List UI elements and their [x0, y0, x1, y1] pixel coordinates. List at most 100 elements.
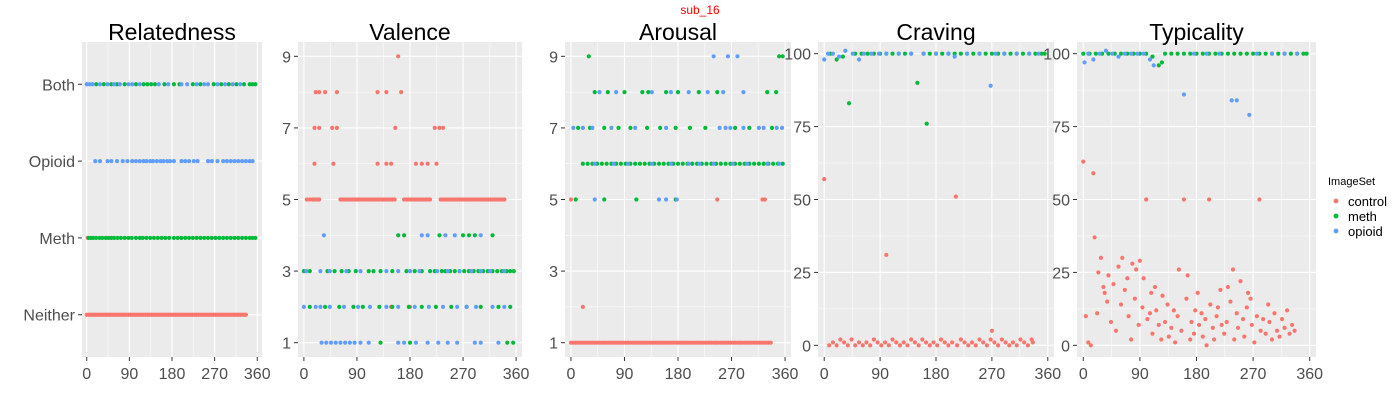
- data-point: [419, 161, 424, 166]
- data-point: [1010, 340, 1016, 345]
- data-point: [490, 304, 495, 309]
- data-point: [341, 304, 347, 309]
- data-point: [1137, 258, 1142, 263]
- x-tick-label: 180: [1183, 366, 1210, 383]
- data-point: [1081, 51, 1086, 56]
- data-point: [837, 54, 842, 59]
- data-point: [1230, 267, 1236, 272]
- data-point: [234, 82, 239, 87]
- data-point: [407, 268, 413, 274]
- data-point: [351, 304, 356, 309]
- data-point: [396, 268, 401, 274]
- data-point: [1159, 60, 1165, 65]
- series-opioid: [84, 82, 255, 164]
- data-point: [920, 337, 925, 342]
- data-point: [921, 51, 926, 56]
- data-point: [195, 158, 200, 164]
- data-point: [130, 158, 135, 164]
- data-point: [756, 125, 761, 131]
- data-point: [334, 90, 340, 95]
- data-point: [462, 268, 467, 274]
- data-point: [1171, 308, 1176, 313]
- data-point: [1200, 334, 1205, 339]
- data-point: [1295, 51, 1300, 56]
- data-point: [618, 161, 624, 166]
- data-point: [205, 82, 211, 87]
- data-point: [1208, 302, 1213, 307]
- y-tick-label: Neither: [23, 308, 75, 325]
- data-point: [230, 82, 235, 87]
- data-point: [664, 125, 669, 131]
- y-tick-label: 75: [793, 120, 811, 137]
- data-point: [571, 125, 576, 131]
- x-tick-label: 270: [1240, 366, 1267, 383]
- data-point: [984, 343, 990, 348]
- data-point: [705, 90, 710, 95]
- data-point: [317, 197, 322, 202]
- data-point: [614, 90, 619, 95]
- data-point: [1284, 308, 1290, 313]
- data-point: [1081, 159, 1086, 164]
- data-point: [226, 82, 231, 87]
- data-point: [1245, 290, 1251, 295]
- data-point: [747, 125, 752, 131]
- data-point: [439, 268, 444, 274]
- data-point: [1093, 51, 1098, 56]
- data-point: [1101, 284, 1106, 290]
- data-point: [1304, 51, 1309, 56]
- data-point: [642, 161, 647, 166]
- data-point: [942, 340, 947, 345]
- data-point: [343, 340, 348, 345]
- data-point: [328, 340, 334, 345]
- data-point: [962, 340, 967, 345]
- data-point: [1274, 328, 1280, 333]
- legend-key-opioid: [1333, 228, 1339, 234]
- data-point: [324, 340, 329, 345]
- data-point: [1136, 322, 1141, 328]
- y-tick-label: 5: [282, 193, 291, 210]
- data-point: [144, 235, 149, 241]
- data-point: [1254, 51, 1259, 56]
- data-point: [436, 340, 441, 345]
- x-tick-label: 90: [120, 366, 138, 383]
- data-point: [1191, 331, 1197, 336]
- data-point: [1118, 302, 1124, 307]
- series-control: [822, 176, 1035, 348]
- data-point: [586, 54, 591, 59]
- data-point: [931, 340, 936, 345]
- data-point: [1251, 51, 1256, 56]
- data-point: [1272, 311, 1277, 316]
- data-point: [1225, 51, 1231, 56]
- x-tick-label: 0: [299, 366, 308, 383]
- data-point: [1252, 340, 1257, 345]
- data-point: [464, 304, 469, 309]
- data-point: [457, 268, 462, 274]
- data-point: [1181, 51, 1187, 56]
- data-point: [318, 304, 323, 309]
- data-point: [425, 161, 430, 166]
- panel-craving: Craving 0 90 180 270 360 0 25 50 75 100: [784, 19, 1061, 383]
- data-point: [656, 161, 662, 166]
- data-point: [304, 197, 309, 202]
- y-tick-label: Opioid: [29, 154, 75, 171]
- data-point: [495, 268, 500, 274]
- data-point: [992, 340, 997, 345]
- data-point: [909, 337, 914, 342]
- data-point: [971, 51, 976, 56]
- data-point: [120, 158, 125, 164]
- data-point: [511, 268, 516, 274]
- data-point: [100, 235, 105, 241]
- data-point: [205, 235, 211, 241]
- data-point: [890, 337, 895, 342]
- data-point: [366, 340, 371, 345]
- data-point: [725, 54, 731, 59]
- data-point: [1261, 316, 1266, 322]
- data-point: [890, 51, 895, 56]
- data-point: [115, 235, 120, 241]
- data-point: [697, 161, 702, 166]
- data-point: [761, 161, 766, 166]
- panel-relatedness: Relatedness 0 90 180 270 360 Neither Meth Opioid…: [23, 19, 270, 383]
- data-point: [166, 82, 171, 87]
- data-point: [575, 125, 581, 131]
